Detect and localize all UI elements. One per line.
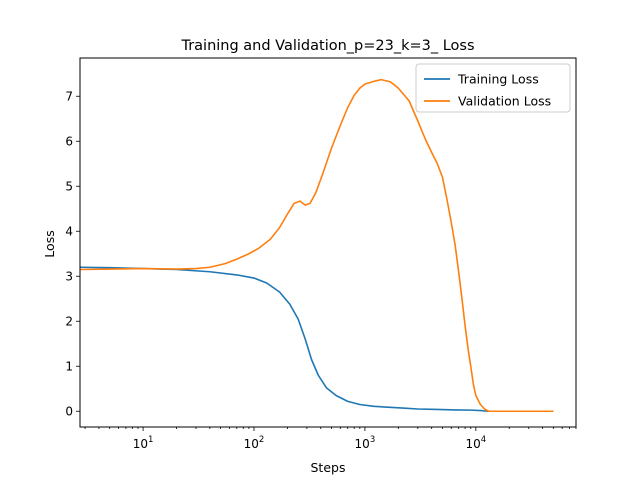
legend-label-1: Validation Loss bbox=[458, 94, 551, 109]
chart-title: Training and Validation_p=23_k=3_ Loss bbox=[180, 38, 474, 54]
y-axis-label: Loss bbox=[42, 230, 57, 257]
x-tick-base: 10 bbox=[244, 437, 259, 451]
x-tick-base: 10 bbox=[465, 437, 480, 451]
x-axis-label: Steps bbox=[311, 460, 346, 475]
x-tick-label: 104 bbox=[465, 435, 486, 451]
y-tick-label: 0 bbox=[65, 404, 73, 418]
y-tick-label: 6 bbox=[65, 134, 73, 148]
y-tick-label: 5 bbox=[65, 179, 73, 193]
y-tick-label: 1 bbox=[65, 359, 73, 373]
x-tick-label: 102 bbox=[244, 435, 265, 451]
y-tick-label: 2 bbox=[65, 314, 73, 328]
y-tick-label: 4 bbox=[65, 224, 73, 238]
x-tick-label: 103 bbox=[355, 435, 376, 451]
plot-background bbox=[80, 58, 576, 427]
plot-frame bbox=[79, 57, 577, 428]
y-tick-label: 3 bbox=[65, 269, 73, 283]
x-tick-base: 10 bbox=[355, 437, 370, 451]
y-tick-label: 7 bbox=[65, 89, 73, 103]
legend-box bbox=[415, 63, 571, 113]
series-line-0 bbox=[79, 266, 554, 413]
y-axis-ticks: 0 1 2 3 4 5 6 7 bbox=[65, 89, 80, 418]
x-tick-exponent: 1 bbox=[148, 435, 153, 445]
x-tick-exponent: 3 bbox=[370, 435, 375, 445]
legend: Training Loss Validation Loss bbox=[415, 63, 571, 113]
x-tick-label: 101 bbox=[133, 435, 154, 451]
series-line-1 bbox=[79, 78, 554, 413]
x-tick-exponent: 4 bbox=[481, 435, 486, 445]
series-layer bbox=[79, 78, 554, 413]
legend-label-0: Training Loss bbox=[457, 72, 539, 87]
x-axis-ticks: 101 102 103 104 bbox=[84, 427, 577, 451]
x-tick-base: 10 bbox=[133, 437, 148, 451]
x-tick-exponent: 2 bbox=[259, 435, 264, 445]
